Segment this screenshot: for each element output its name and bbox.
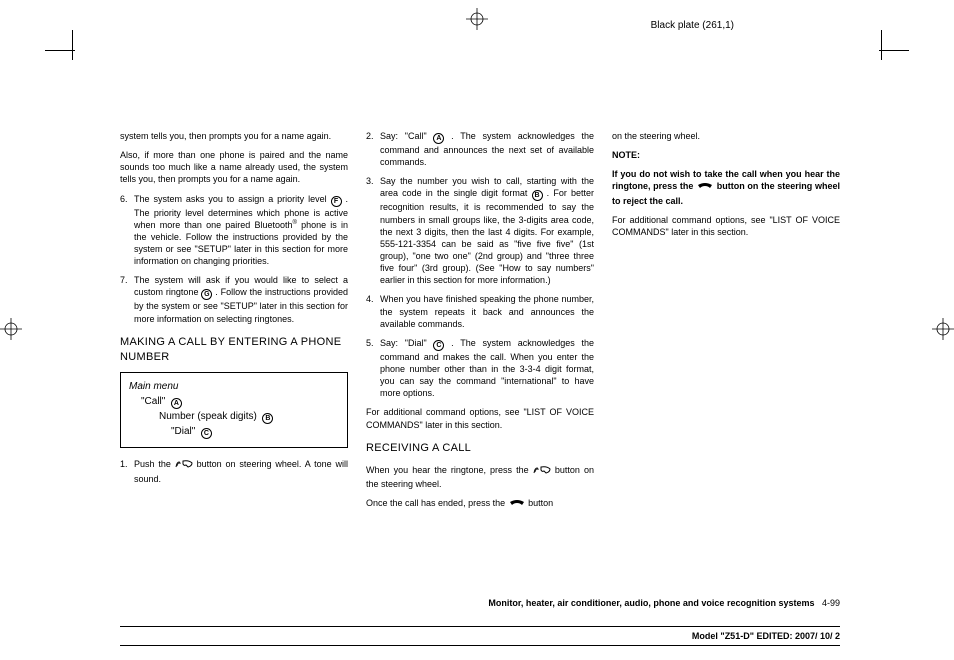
list-item-3: 3. Say the number you wish to call, star… (366, 175, 594, 286)
page-content: system tells you, then prompts you for a… (120, 130, 840, 518)
list-item-2: 2. Say: "Call" A . The system acknowledg… (366, 130, 594, 168)
para: system tells you, then prompts you for a… (120, 130, 348, 142)
menu-line: "Call" A (129, 394, 339, 409)
registration-mark-left (0, 318, 22, 340)
talk-icon (175, 459, 193, 472)
list-item-4: 4. When you have finished speaking the p… (366, 293, 594, 329)
label-a-icon: A (171, 398, 182, 409)
menu-box: Main menu "Call" A Number (speak digits)… (120, 372, 348, 448)
note-text: If you do not wish to take the call when… (612, 168, 840, 206)
crop-mark (881, 30, 882, 60)
hangup-icon (696, 181, 714, 194)
column-3: on the steering wheel. NOTE: If you do n… (612, 130, 840, 518)
para: When you hear the ringtone, press the bu… (366, 464, 594, 490)
para: For additional command options, see "LIS… (366, 406, 594, 430)
crop-mark (45, 50, 75, 51)
para: on the steering wheel. (612, 130, 840, 142)
label-c-icon: C (433, 340, 444, 351)
label-b-icon: B (532, 190, 543, 201)
crop-mark (879, 50, 909, 51)
menu-line: "Dial" C (129, 424, 339, 439)
label-b-icon: B (262, 413, 273, 424)
list-item-6: 6. The system asks you to assign a prior… (120, 193, 348, 268)
column-1: system tells you, then prompts you for a… (120, 130, 348, 518)
list-item-5: 5. Say: "Dial" C . The system acknowledg… (366, 337, 594, 400)
heading-making-call: MAKING A CALL BY ENTERING A PHONE NUMBER (120, 335, 348, 365)
registration-mark-right (932, 318, 954, 340)
column-2: 2. Say: "Call" A . The system acknowledg… (366, 130, 594, 518)
footer-section-title: Monitor, heater, air conditioner, audio,… (120, 598, 840, 608)
hangup-icon (508, 498, 526, 511)
heading-receiving-call: RECEIVING A CALL (366, 441, 594, 456)
crop-mark (72, 30, 73, 60)
note-label: NOTE: (612, 149, 840, 161)
list-item-1: 1. Push the button on steering wheel. A … (120, 458, 348, 484)
list-item-7: 7. The system will ask if you would like… (120, 274, 348, 324)
page-footer: Monitor, heater, air conditioner, audio,… (120, 598, 840, 646)
para: Also, if more than one phone is paired a… (120, 149, 348, 185)
para: Once the call has ended, press the butto… (366, 497, 594, 511)
para: For additional command options, see "LIS… (612, 214, 840, 238)
label-g-icon: G (201, 289, 212, 300)
talk-icon (533, 465, 551, 478)
menu-line: Main menu (129, 379, 339, 394)
label-a-icon: A (433, 133, 444, 144)
menu-line: Number (speak digits) B (129, 409, 339, 424)
label-c-icon: C (201, 428, 212, 439)
registration-mark-top (466, 8, 488, 30)
plate-label: Black plate (261,1) (651, 20, 734, 31)
footer-model-edited: Model "Z51-D" EDITED: 2007/ 10/ 2 (120, 626, 840, 646)
label-f-icon: F (331, 196, 342, 207)
